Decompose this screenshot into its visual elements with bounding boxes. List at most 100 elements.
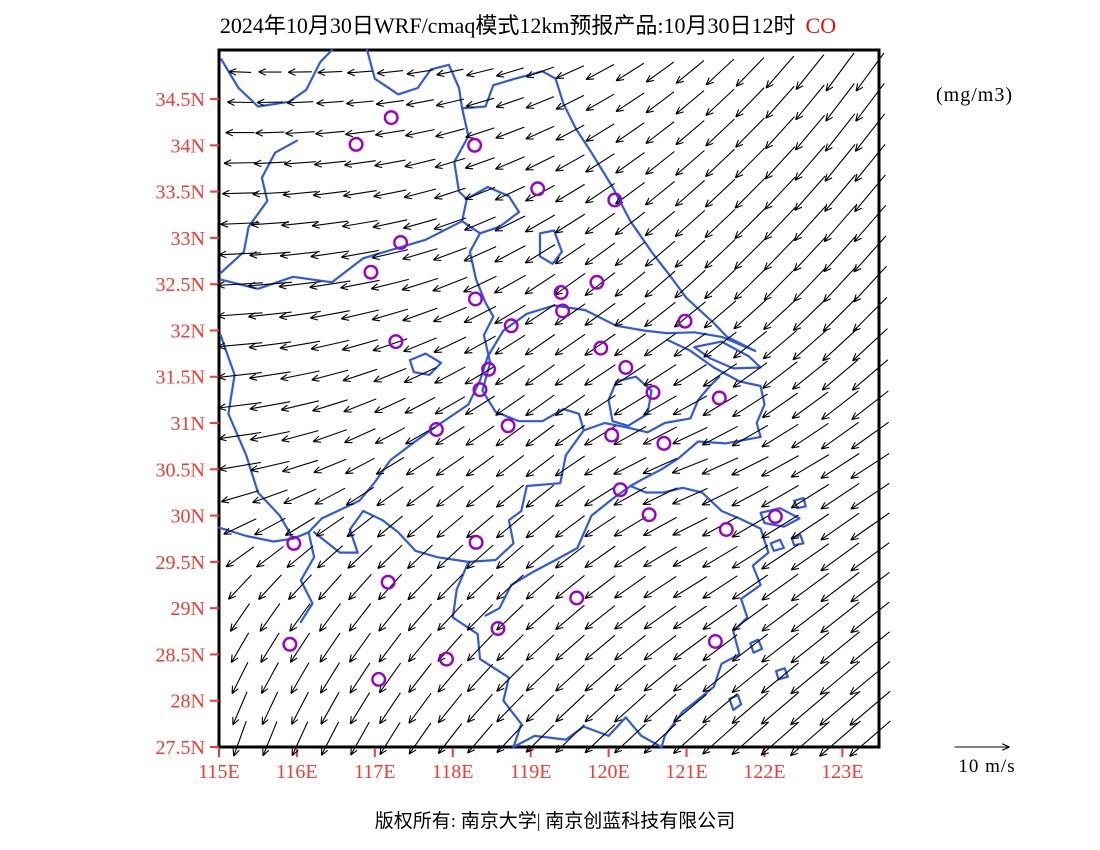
wind-arrow — [466, 634, 494, 662]
wind-arrow — [642, 457, 678, 475]
wind-arrow — [613, 575, 646, 599]
map-outline-zhoushan-island — [759, 507, 801, 528]
wind-arrow — [673, 364, 707, 387]
wind-arrow — [376, 486, 404, 507]
wind-arrow — [433, 336, 467, 353]
wind-arrow — [287, 574, 312, 601]
wind-arrow — [495, 454, 525, 478]
wind-arrow — [584, 333, 616, 356]
wind-arrow — [584, 605, 616, 630]
wind-arrow — [823, 204, 857, 243]
wind-arrow — [289, 632, 311, 663]
wind-arrow — [792, 329, 828, 361]
wind-arrow — [731, 663, 769, 694]
wind-arrow — [822, 297, 858, 332]
wind-arrow — [584, 575, 616, 600]
station-circle — [677, 313, 693, 329]
wind-arrow — [437, 693, 463, 724]
station-circle — [618, 360, 634, 376]
wind-arrow — [704, 178, 736, 208]
wind-arrow — [465, 455, 495, 477]
wind-arrow — [731, 456, 769, 476]
wind-arrow — [259, 603, 281, 632]
station-circle — [380, 574, 396, 590]
wind-arrow — [435, 98, 465, 108]
wind-arrow — [249, 251, 291, 259]
wind-arrow — [672, 517, 708, 536]
map-outline-chaohu-lake — [408, 352, 443, 376]
wind-arrow — [850, 452, 890, 479]
wind-arrow — [379, 722, 401, 756]
wind-arrow — [317, 68, 343, 77]
wind-arrow — [280, 370, 320, 382]
lat-tick-label: 34.5N — [156, 89, 205, 111]
wind-arrow — [225, 546, 255, 568]
wind-arrow — [764, 206, 796, 241]
wind-arrow — [406, 515, 434, 538]
wind-arrow — [466, 68, 494, 78]
wind-arrow — [495, 424, 525, 447]
wind-arrow — [345, 486, 375, 506]
lat-tick-label: 34N — [171, 135, 205, 157]
wind-arrow — [346, 515, 374, 538]
wind-arrow — [675, 60, 705, 84]
wind-arrow — [494, 185, 526, 201]
lat-tick-label: 29N — [171, 598, 205, 620]
wind-arrow — [822, 265, 857, 303]
wind-arrow — [255, 129, 285, 137]
wind-arrow — [249, 401, 291, 412]
wind-arrow — [585, 93, 615, 111]
wind-arrow — [280, 400, 320, 412]
wind-arrow — [341, 339, 379, 352]
wind-arrow — [349, 692, 371, 725]
wind-arrow — [342, 368, 378, 383]
wind-arrow — [342, 190, 377, 199]
wind-arrow — [318, 574, 342, 601]
wind-arrow — [701, 425, 738, 446]
wind-arrow — [435, 128, 465, 139]
wind-arrow — [218, 431, 262, 442]
wind-arrow — [674, 179, 705, 207]
station-circle — [553, 285, 569, 301]
wind-arrow — [249, 430, 290, 442]
wind-arrow — [291, 691, 309, 725]
wind-arrow — [378, 603, 402, 632]
wind-arrow — [819, 720, 861, 757]
wind-arrow — [494, 156, 525, 170]
wind-arrow — [820, 421, 860, 450]
wind-arrow — [555, 604, 585, 631]
wind-arrow — [432, 247, 467, 262]
wind-arrow — [248, 341, 292, 351]
wind-arrow — [437, 603, 463, 632]
wind-arrow — [732, 393, 768, 418]
wind-arrow — [734, 238, 766, 270]
wind-arrow — [555, 634, 585, 661]
wind-arrow — [643, 634, 677, 661]
wind-arrow — [554, 333, 586, 356]
wind-arrow — [346, 99, 374, 107]
wind-arrow — [227, 98, 253, 106]
wind-arrow — [554, 303, 586, 326]
wind-arrow — [614, 211, 646, 236]
wind-arrow — [735, 57, 765, 87]
lon-tick-label: 121E — [665, 761, 707, 783]
station-circle — [645, 385, 661, 401]
wind-arrow — [761, 423, 799, 448]
wind-arrow — [821, 390, 859, 421]
wind-arrow — [735, 87, 765, 118]
wind-arrow — [348, 603, 372, 632]
wind-arrow — [403, 337, 437, 353]
wind-arrow — [401, 277, 439, 292]
wind-arrow — [644, 180, 675, 206]
wind-arrow — [794, 114, 826, 151]
wind-arrow — [675, 150, 705, 176]
wind-arrow — [850, 571, 890, 603]
lat-tick-label: 30.5N — [156, 459, 205, 481]
wind-arrow — [554, 364, 586, 386]
station-circle — [707, 634, 723, 650]
wind-arrow — [613, 723, 646, 754]
wind-arrow — [731, 515, 769, 538]
map-outline-taihu-lake — [607, 375, 653, 427]
wind-arrow — [820, 453, 860, 479]
wind-arrow — [672, 664, 707, 692]
